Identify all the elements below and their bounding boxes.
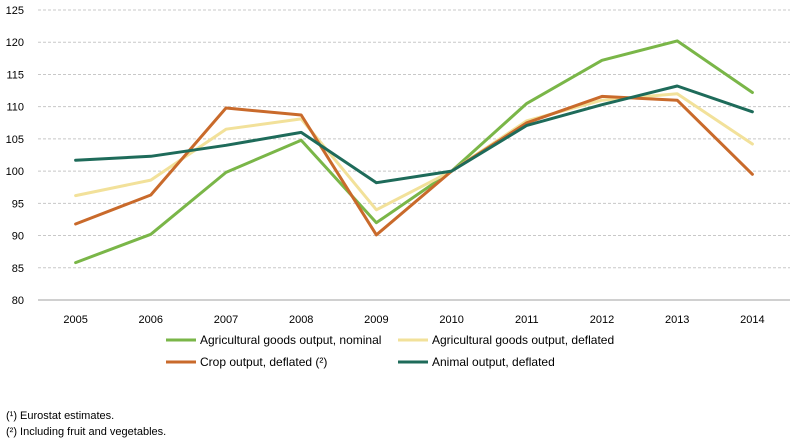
x-tick-label: 2009 bbox=[364, 314, 388, 326]
y-axis-labels: 80 85 90 95 100 105 110 115 120 125 bbox=[6, 5, 24, 307]
footnotes: (¹) Eurostat estimates. (²) Including fr… bbox=[6, 408, 166, 440]
y-tick-label: 85 bbox=[12, 263, 24, 275]
legend-label-2: Agricultural goods output, deflated bbox=[432, 333, 614, 347]
footnote-estimates: (¹) Eurostat estimates. bbox=[6, 410, 115, 422]
x-tick-label: 2005 bbox=[63, 314, 87, 326]
x-tick-label: 2013 bbox=[665, 314, 689, 326]
legend-label-1: Agricultural goods output, nominal bbox=[200, 333, 381, 347]
legend-label-4: Animal output, deflated bbox=[432, 355, 555, 369]
x-tick-label: 2014 bbox=[740, 314, 764, 326]
y-tick-label: 90 bbox=[12, 231, 24, 243]
x-tick-label: 2007 bbox=[214, 314, 238, 326]
footnote-fruit-vegetables: (²) Including fruit and vegetables. bbox=[6, 426, 167, 438]
grid-lines bbox=[38, 9, 790, 301]
x-tick-label: 2011 bbox=[515, 314, 539, 326]
y-tick-label: 115 bbox=[6, 69, 24, 81]
y-tick-label: 110 bbox=[6, 102, 24, 114]
x-tick-label: 2010 bbox=[439, 314, 463, 326]
y-tick-label: 105 bbox=[6, 134, 24, 146]
y-tick-label: 100 bbox=[6, 166, 24, 178]
x-tick-label: 2006 bbox=[139, 314, 163, 326]
series-lines bbox=[74, 39, 754, 265]
y-tick-label: 120 bbox=[6, 37, 24, 49]
series-line-1 bbox=[74, 39, 754, 265]
x-tick-label: 2012 bbox=[590, 314, 614, 326]
y-tick-label: 80 bbox=[12, 295, 24, 307]
y-tick-label: 95 bbox=[12, 198, 24, 210]
legend-label-3: Crop output, deflated (²) bbox=[200, 355, 327, 369]
series-line-4 bbox=[74, 84, 754, 185]
x-axis-labels: 2005 2006 2007 2008 2009 2010 2011 2012 2013 2014 bbox=[63, 314, 764, 326]
y-tick-label: 125 bbox=[6, 5, 24, 17]
x-tick-label: 2008 bbox=[289, 314, 313, 326]
legend: Agricultural goods output, nominal Agricu… bbox=[166, 333, 614, 369]
